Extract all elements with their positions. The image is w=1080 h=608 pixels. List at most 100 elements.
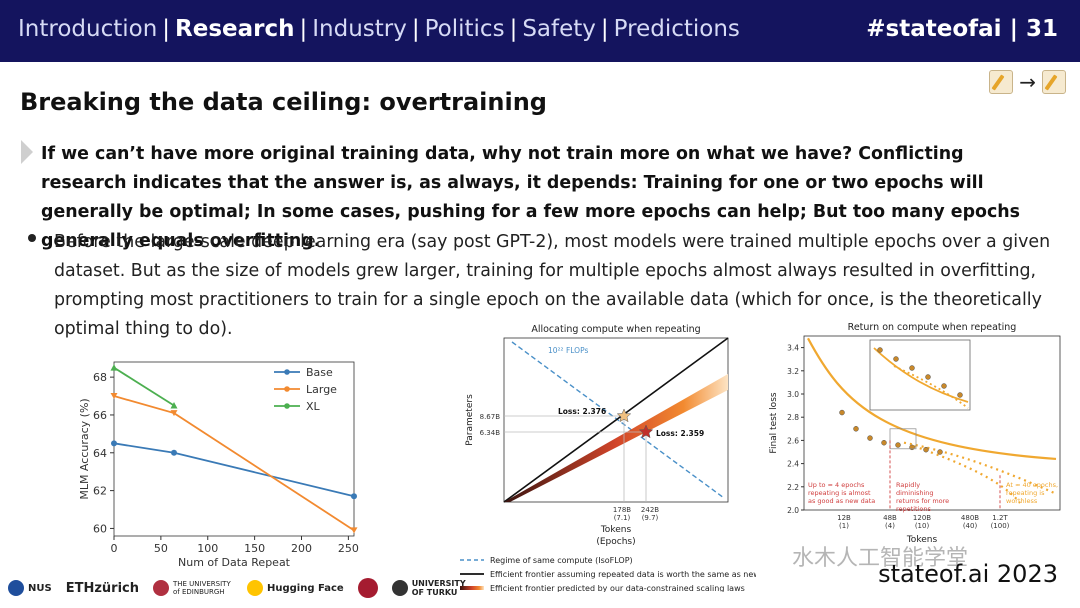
nav-separator: | [299, 16, 308, 42]
chart-title: Return on compute when repeating [848, 322, 1017, 333]
region-label-2: diminishing [896, 489, 934, 497]
x-tick-label: (40) [963, 522, 978, 530]
x-tick-label: 100 [197, 542, 218, 555]
bullet-paragraph: Before the large-scale deep learning era… [54, 232, 1051, 339]
nav-predictions[interactable]: Predictions [613, 16, 740, 42]
nav-safety[interactable]: Safety [522, 16, 596, 42]
watermark: 水木人工智能学堂 [792, 546, 969, 571]
x-tick-label: 250 [338, 542, 359, 555]
slide-tag: #stateofai | 31 [866, 16, 1058, 42]
chart-title: Allocating compute when repeating [531, 324, 700, 335]
series-line-xl [113, 366, 175, 407]
site-footer: stateof.ai 2023 [878, 560, 1058, 588]
data-point [923, 446, 929, 453]
y-tick-label: 60 [93, 522, 107, 535]
isoflop-label: 10²² FLOPs [548, 346, 588, 355]
nav-introduction[interactable]: Introduction [18, 16, 158, 42]
y-axis-label: Parameters [465, 394, 475, 446]
y-tick-label: 66 [93, 409, 107, 422]
frontier-gradient [504, 374, 728, 502]
y-tick-label: 6.34B [480, 429, 501, 437]
x-tick-label: 178B [613, 506, 631, 514]
plot-frame [803, 335, 1061, 511]
legend-marker-large [284, 386, 290, 392]
y-axis-label: MLM Accuracy (%) [78, 398, 91, 499]
hugging-face-icon [246, 580, 263, 596]
y-tick-label: 64 [93, 447, 107, 460]
loss-curve-dotted [903, 441, 1057, 495]
memo-pencil-icon [1042, 70, 1066, 94]
y-tick-label: 3.4 [787, 344, 799, 353]
data-point [937, 449, 943, 455]
nav-research[interactable]: Research [175, 16, 295, 42]
nav-politics[interactable]: Politics [424, 16, 505, 42]
logo-eth: ETHzürich [65, 580, 139, 596]
nav-separator: | [600, 16, 609, 42]
legend-label: Regime of same compute (IsoFLOP) [490, 556, 633, 565]
edit-icons: → [989, 70, 1066, 94]
y-tick-label: 2.8 [787, 413, 799, 422]
inset-data-point [925, 374, 931, 380]
data-point-xl [110, 364, 118, 371]
nav-separator: | [509, 16, 518, 42]
legend-label-base: Base [306, 366, 333, 379]
logo-edinburgh: THE UNIVERSITY of EDINBURGH [152, 580, 233, 596]
x-axis-label-2: (Epochs) [596, 537, 635, 547]
star-point-2 [638, 424, 654, 439]
logo-harvard [357, 578, 378, 598]
x-tick-label: 200 [291, 542, 312, 555]
legend-label-xl: XL [306, 400, 321, 413]
legend-marker-xl [284, 403, 290, 409]
star-point-1 [616, 408, 632, 423]
region-label-2: returns for more [896, 497, 949, 505]
lead-paragraph: If we can’t have more original training … [41, 144, 1021, 251]
nav-separator: | [411, 16, 420, 42]
nav-separator: | [162, 16, 171, 42]
y-tick-label: 3.0 [787, 390, 799, 399]
x-tick-label: 120B [913, 514, 931, 522]
region-label-1: as good as new data [808, 497, 875, 505]
inset-box [869, 339, 971, 411]
allocating-compute-chart: Allocating compute when repeating 10²² FL… [460, 324, 756, 592]
turku-crest-icon [391, 580, 408, 596]
x-axis-label: Tokens [600, 525, 632, 535]
legend-swatch-constrained [460, 586, 484, 590]
data-point [839, 409, 845, 416]
inset-data-point [941, 383, 947, 389]
x-tick-label: 12B [837, 514, 851, 522]
data-point-large [170, 410, 178, 417]
isoflop-line [511, 341, 725, 499]
frontier-black [503, 337, 729, 503]
nav-industry[interactable]: Industry [312, 16, 407, 42]
memo-pencil-icon [989, 70, 1014, 94]
data-point-base [351, 493, 357, 500]
y-tick-label: 2.2 [787, 483, 799, 492]
x-tick-label: 50 [154, 542, 168, 555]
y-tick-label: 2.6 [787, 436, 799, 445]
data-point [895, 442, 901, 448]
legend-label-large: Large [306, 383, 337, 396]
inset-data-point [957, 392, 963, 398]
arrow-icon: → [1019, 70, 1036, 94]
logo-nus: NUS [8, 580, 52, 596]
region-label-3: At ≈ 40 epochs, [1006, 481, 1058, 489]
region-label-2: Rapidly [896, 481, 920, 489]
y-tick-label: 62 [93, 485, 107, 498]
legend-label: Efficient frontier predicted by our data… [490, 584, 745, 592]
header-bar [0, 0, 1080, 62]
data-point [881, 439, 887, 446]
harvard-shield-icon [357, 578, 378, 598]
x-tick-label: 48B [883, 514, 897, 522]
y-tick-label: 3.2 [787, 367, 799, 376]
x-axis-label: Num of Data Repeat [178, 556, 291, 569]
return-on-compute-chart: Return on compute when repeating 2.0 2.2 2.… [769, 322, 1061, 545]
data-point [853, 426, 859, 432]
x-tick-label: 150 [244, 542, 265, 555]
x-axis-label: Tokens [906, 535, 938, 545]
y-tick-label: 68 [93, 371, 107, 384]
nus-crest-icon [8, 580, 24, 596]
x-tick-label: (10) [915, 522, 930, 530]
y-axis-label: Final test loss [769, 392, 779, 453]
point-label-1: Loss: 2.376 [558, 407, 606, 416]
x-tick-label: 0 [111, 542, 118, 555]
